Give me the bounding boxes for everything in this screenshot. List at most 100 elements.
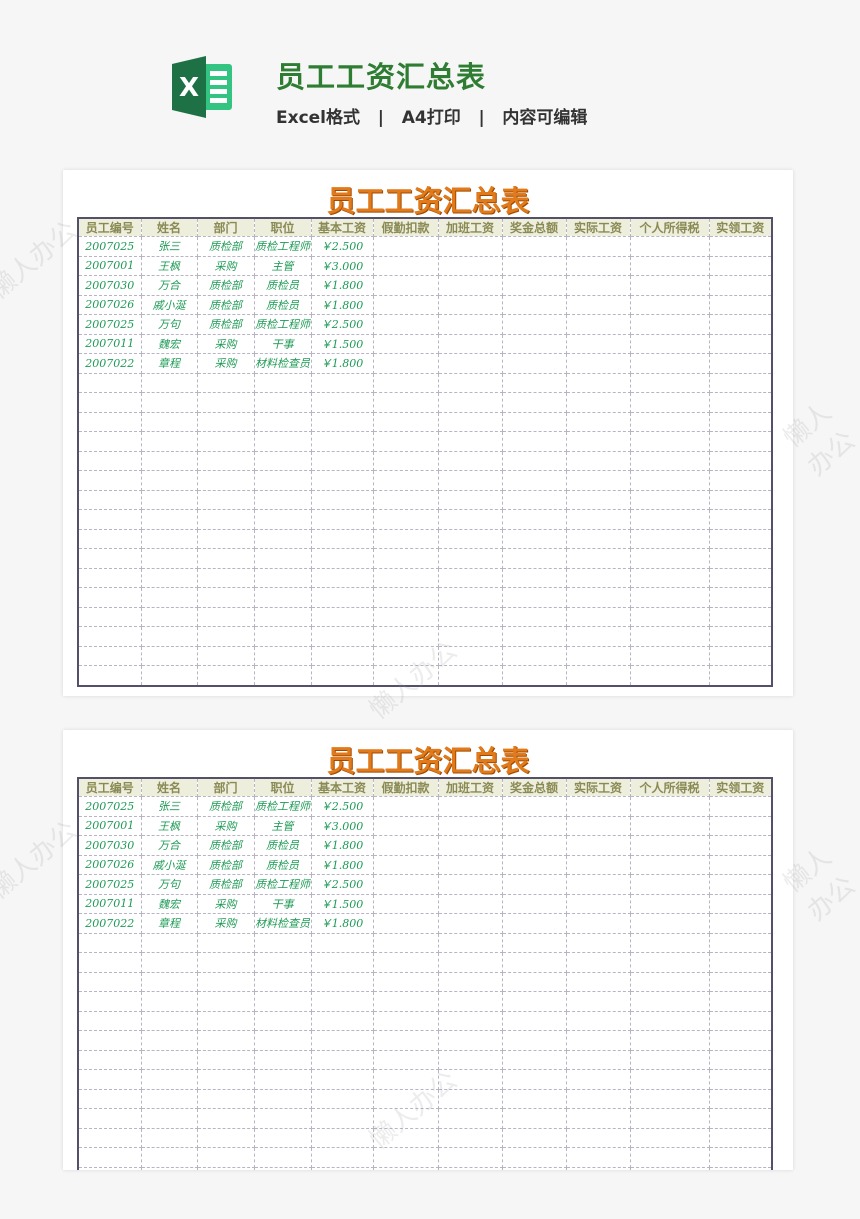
table-cell[interactable] bbox=[629, 548, 710, 569]
table-cell[interactable] bbox=[437, 450, 503, 471]
table-cell[interactable] bbox=[501, 874, 567, 895]
table-cell[interactable] bbox=[310, 509, 374, 530]
table-cell[interactable] bbox=[77, 587, 142, 608]
table-cell[interactable] bbox=[310, 1049, 374, 1070]
table-cell[interactable]: 质检部 bbox=[196, 275, 255, 296]
table-cell[interactable] bbox=[253, 971, 312, 992]
table-cell[interactable] bbox=[253, 1030, 312, 1051]
table-cell[interactable]: 戚小涎 bbox=[140, 854, 198, 875]
table-cell[interactable] bbox=[140, 1147, 198, 1168]
table-cell[interactable] bbox=[437, 489, 503, 510]
table-cell[interactable] bbox=[501, 971, 567, 992]
table-cell[interactable] bbox=[372, 932, 439, 953]
table-cell[interactable] bbox=[372, 431, 439, 452]
table-cell[interactable] bbox=[565, 645, 631, 666]
table-cell[interactable]: ￥1.800 bbox=[310, 294, 374, 315]
table-cell[interactable] bbox=[629, 372, 710, 393]
table-cell[interactable] bbox=[310, 971, 374, 992]
table-cell[interactable] bbox=[708, 255, 773, 276]
table-cell[interactable]: 2007011 bbox=[77, 333, 142, 354]
table-cell[interactable] bbox=[77, 411, 142, 432]
table-cell[interactable] bbox=[708, 431, 773, 452]
table-cell[interactable]: 张三 bbox=[140, 796, 198, 817]
table-cell[interactable] bbox=[708, 294, 773, 315]
table-cell[interactable] bbox=[196, 665, 255, 686]
table-cell[interactable]: 2007025 bbox=[77, 796, 142, 817]
table-cell[interactable] bbox=[437, 952, 503, 973]
table-cell[interactable] bbox=[629, 567, 710, 588]
table-cell[interactable] bbox=[372, 411, 439, 432]
table-cell[interactable] bbox=[565, 606, 631, 627]
table-cell[interactable] bbox=[310, 411, 374, 432]
table-cell[interactable] bbox=[437, 548, 503, 569]
table-cell[interactable] bbox=[253, 1010, 312, 1031]
table-cell[interactable] bbox=[372, 372, 439, 393]
table-cell[interactable] bbox=[77, 450, 142, 471]
table-cell[interactable] bbox=[565, 489, 631, 510]
table-cell[interactable] bbox=[565, 236, 631, 257]
table-cell[interactable] bbox=[77, 991, 142, 1012]
table-cell[interactable] bbox=[310, 645, 374, 666]
table-cell[interactable]: 干事 bbox=[253, 893, 312, 914]
table-cell[interactable] bbox=[196, 1010, 255, 1031]
table-cell[interactable] bbox=[708, 971, 773, 992]
table-cell[interactable] bbox=[196, 1030, 255, 1051]
table-cell[interactable]: 采购 bbox=[196, 815, 255, 836]
table-cell[interactable] bbox=[253, 645, 312, 666]
table-cell[interactable] bbox=[565, 353, 631, 374]
table-cell[interactable] bbox=[501, 431, 567, 452]
table-cell[interactable] bbox=[501, 913, 567, 934]
table-cell[interactable] bbox=[437, 1166, 503, 1170]
table-cell[interactable] bbox=[310, 470, 374, 491]
table-cell[interactable] bbox=[501, 411, 567, 432]
table-cell[interactable]: 质检工程师 bbox=[253, 874, 312, 895]
table-cell[interactable] bbox=[140, 1069, 198, 1090]
table-cell[interactable]: 质检部 bbox=[196, 314, 255, 335]
table-cell[interactable] bbox=[140, 392, 198, 413]
table-cell[interactable] bbox=[708, 796, 773, 817]
table-cell[interactable] bbox=[565, 294, 631, 315]
table-cell[interactable] bbox=[372, 835, 439, 856]
table-cell[interactable]: ￥1.800 bbox=[310, 854, 374, 875]
table-cell[interactable]: 万句 bbox=[140, 314, 198, 335]
table-cell[interactable]: 2007030 bbox=[77, 835, 142, 856]
table-cell[interactable] bbox=[501, 450, 567, 471]
table-cell[interactable] bbox=[196, 932, 255, 953]
table-cell[interactable] bbox=[629, 796, 710, 817]
table-cell[interactable] bbox=[708, 626, 773, 647]
table-cell[interactable] bbox=[629, 1088, 710, 1109]
table-cell[interactable] bbox=[629, 1108, 710, 1129]
table-cell[interactable] bbox=[196, 548, 255, 569]
table-cell[interactable] bbox=[140, 606, 198, 627]
table-cell[interactable] bbox=[501, 1030, 567, 1051]
table-cell[interactable] bbox=[629, 913, 710, 934]
table-cell[interactable] bbox=[196, 509, 255, 530]
table-cell[interactable] bbox=[253, 952, 312, 973]
table-cell[interactable] bbox=[310, 489, 374, 510]
table-cell[interactable] bbox=[196, 971, 255, 992]
table-cell[interactable] bbox=[437, 913, 503, 934]
table-cell[interactable] bbox=[372, 913, 439, 934]
table-cell[interactable] bbox=[253, 489, 312, 510]
table-cell[interactable] bbox=[629, 509, 710, 530]
table-cell[interactable] bbox=[372, 353, 439, 374]
table-cell[interactable]: 魏宏 bbox=[140, 333, 198, 354]
table-cell[interactable] bbox=[501, 932, 567, 953]
table-cell[interactable] bbox=[253, 1049, 312, 1070]
table-cell[interactable] bbox=[77, 1166, 142, 1170]
table-cell[interactable] bbox=[196, 1069, 255, 1090]
table-cell[interactable]: 采购 bbox=[196, 913, 255, 934]
table-cell[interactable] bbox=[196, 528, 255, 549]
table-cell[interactable]: 2007026 bbox=[77, 294, 142, 315]
table-cell[interactable] bbox=[565, 1030, 631, 1051]
table-cell[interactable] bbox=[708, 509, 773, 530]
table-cell[interactable] bbox=[77, 645, 142, 666]
table-cell[interactable] bbox=[629, 450, 710, 471]
table-cell[interactable] bbox=[77, 548, 142, 569]
table-cell[interactable] bbox=[629, 835, 710, 856]
table-cell[interactable] bbox=[253, 450, 312, 471]
table-cell[interactable] bbox=[708, 1166, 773, 1170]
table-cell[interactable] bbox=[253, 372, 312, 393]
table-cell[interactable] bbox=[501, 1088, 567, 1109]
table-cell[interactable] bbox=[501, 314, 567, 335]
